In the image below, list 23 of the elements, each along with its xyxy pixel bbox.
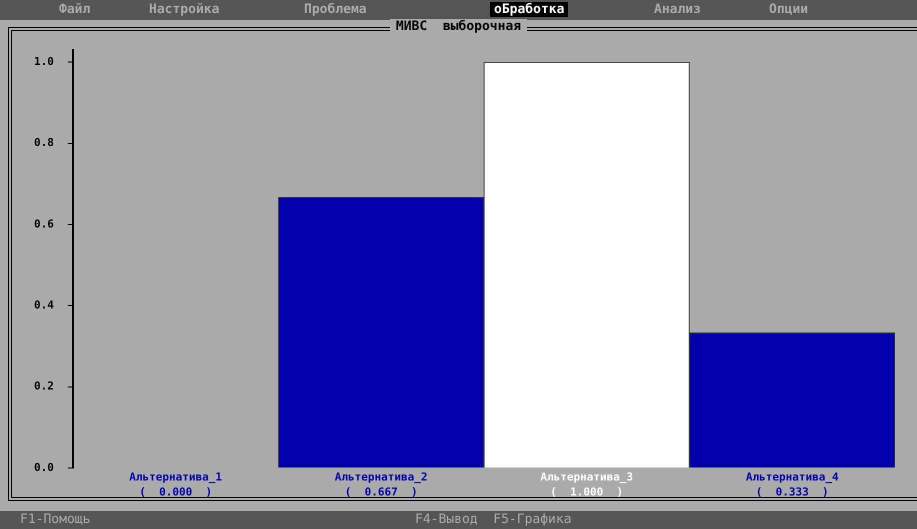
- x-tick-label: Альтернатива_1: [129, 470, 222, 484]
- text: Файл: [58, 2, 92, 17]
- y-tick-label: 1.0: [34, 55, 54, 68]
- data-label: ( 1.000 ): [550, 485, 624, 498]
- data-label: ( 0.667 ): [344, 485, 418, 498]
- y-tick-label: 0.0: [34, 460, 54, 474]
- data-label: ( 0.333 ): [756, 485, 829, 498]
- x-tick-label: Альтернатива_2: [334, 470, 428, 484]
- y-tick-label: 0.6: [34, 217, 54, 230]
- text: Настройка: [148, 2, 220, 17]
- text: Анализ: [653, 2, 702, 17]
- text: Опции: [768, 2, 810, 17]
- text: оБработка: [490, 2, 568, 17]
- text: F4-Вывод F5-Графика: [415, 512, 572, 527]
- text: F1-Помощь: [20, 512, 90, 527]
- x-tick-label: Альтернатива_4: [746, 470, 839, 484]
- y-tick-label: 0.2: [34, 380, 54, 393]
- y-tick-label: 0.8: [34, 136, 54, 150]
- y-tick-label: 0.4: [34, 298, 54, 312]
- text: Проблема: [303, 2, 368, 17]
- data-label: ( 0.000 ): [139, 485, 212, 498]
- x-tick-label: Альтернатива_3: [540, 470, 634, 484]
- chart-title: МИВС выборочная: [390, 19, 528, 34]
